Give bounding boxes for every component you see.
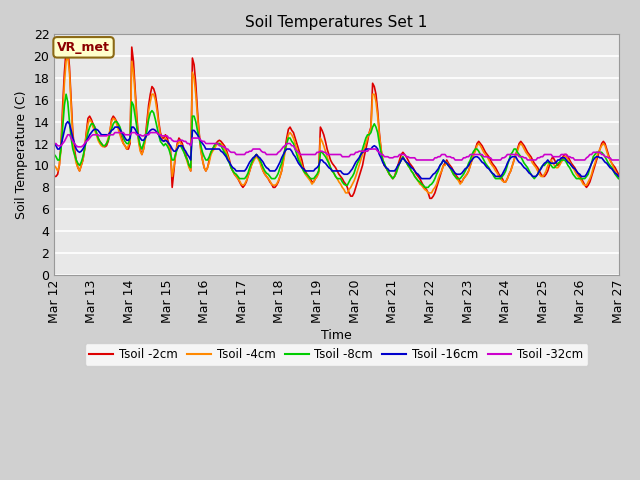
Tsoil -8cm — [51, 152, 58, 157]
Line: Tsoil -32cm: Tsoil -32cm — [54, 132, 618, 160]
X-axis label: Time: Time — [321, 329, 352, 342]
Tsoil -2cm — [51, 174, 58, 180]
Tsoil -8cm — [369, 124, 376, 130]
Tsoil -32cm — [221, 144, 228, 150]
Tsoil -4cm — [371, 91, 378, 97]
Tsoil -4cm — [177, 141, 184, 146]
Line: Tsoil -8cm: Tsoil -8cm — [54, 94, 618, 187]
Tsoil -16cm — [221, 152, 228, 157]
Tsoil -8cm — [57, 146, 65, 152]
Tsoil -4cm — [64, 53, 72, 59]
Text: VR_met: VR_met — [57, 41, 110, 54]
Tsoil -16cm — [515, 159, 523, 165]
Tsoil -16cm — [522, 166, 530, 172]
Tsoil -4cm — [614, 174, 622, 180]
Tsoil -8cm — [177, 143, 184, 149]
Tsoil -2cm — [64, 44, 72, 50]
Tsoil -2cm — [57, 141, 65, 146]
Y-axis label: Soil Temperature (C): Soil Temperature (C) — [15, 90, 28, 219]
Tsoil -8cm — [614, 176, 622, 181]
Tsoil -2cm — [369, 80, 376, 86]
Tsoil -16cm — [51, 141, 58, 146]
Tsoil -16cm — [177, 143, 184, 149]
Tsoil -8cm — [62, 91, 70, 97]
Tsoil -2cm — [515, 141, 523, 146]
Tsoil -2cm — [221, 143, 228, 149]
Tsoil -32cm — [413, 157, 420, 163]
Tsoil -4cm — [57, 146, 65, 152]
Tsoil -32cm — [614, 157, 622, 163]
Tsoil -2cm — [614, 171, 622, 177]
Tsoil -2cm — [177, 137, 184, 143]
Tsoil -4cm — [342, 190, 349, 196]
Tsoil -32cm — [515, 154, 523, 159]
Tsoil -32cm — [369, 146, 376, 152]
Tsoil -8cm — [522, 163, 530, 168]
Tsoil -2cm — [522, 146, 530, 152]
Tsoil -2cm — [426, 195, 434, 201]
Tsoil -4cm — [51, 163, 58, 168]
Tsoil -4cm — [522, 149, 530, 155]
Tsoil -32cm — [111, 130, 119, 135]
Tsoil -32cm — [522, 155, 530, 161]
Legend: Tsoil -2cm, Tsoil -4cm, Tsoil -8cm, Tsoil -16cm, Tsoil -32cm: Tsoil -2cm, Tsoil -4cm, Tsoil -8cm, Tsoi… — [84, 343, 588, 366]
Tsoil -16cm — [64, 119, 72, 124]
Line: Tsoil -16cm: Tsoil -16cm — [54, 121, 618, 179]
Tsoil -16cm — [614, 174, 622, 180]
Tsoil -16cm — [369, 144, 376, 150]
Tsoil -16cm — [418, 176, 426, 181]
Tsoil -8cm — [221, 149, 228, 155]
Line: Tsoil -4cm: Tsoil -4cm — [54, 56, 618, 193]
Tsoil -32cm — [177, 137, 184, 143]
Tsoil -8cm — [515, 152, 523, 157]
Tsoil -32cm — [51, 141, 58, 146]
Tsoil -32cm — [57, 143, 65, 149]
Tsoil -4cm — [221, 146, 228, 152]
Tsoil -8cm — [421, 184, 429, 190]
Title: Soil Temperatures Set 1: Soil Temperatures Set 1 — [245, 15, 428, 30]
Tsoil -16cm — [57, 143, 65, 149]
Line: Tsoil -2cm: Tsoil -2cm — [54, 47, 618, 198]
Tsoil -4cm — [515, 143, 523, 149]
